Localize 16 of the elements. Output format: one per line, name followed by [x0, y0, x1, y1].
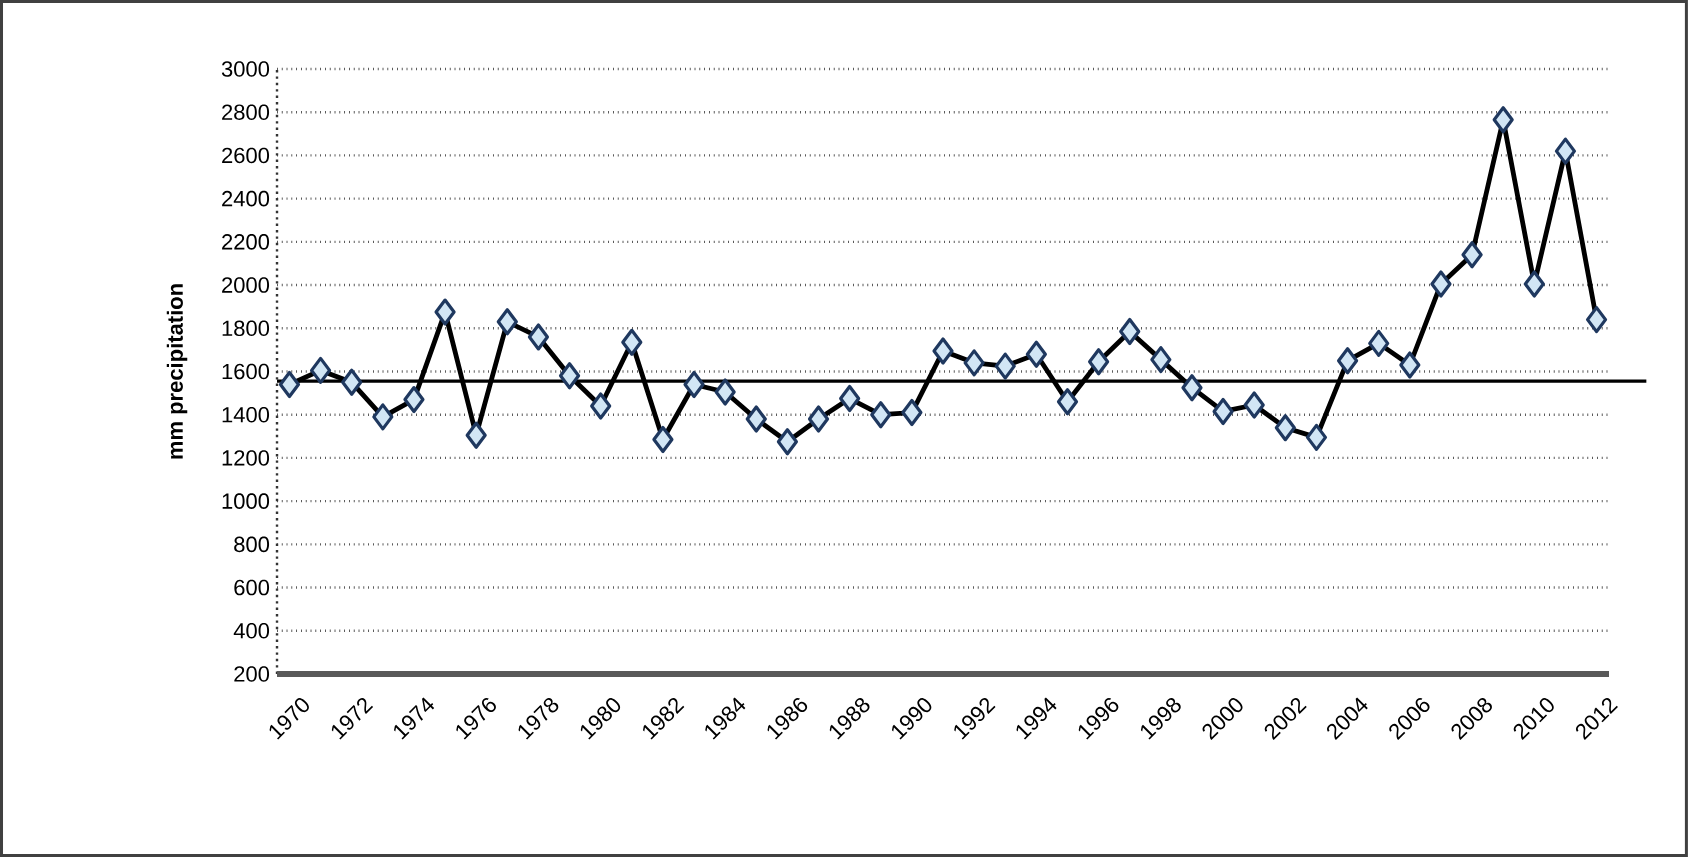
- y-tick-label: 2400: [222, 190, 270, 207]
- y-tick-label: 1800: [222, 320, 270, 337]
- y-tick-label: 800: [234, 536, 270, 553]
- y-tick-label: 400: [233, 623, 270, 639]
- y-tick-label: 600: [234, 579, 270, 596]
- y-tick-label: 1600: [222, 363, 270, 380]
- y-tick-label: 1200: [222, 450, 270, 466]
- y-tick-label: 2000: [222, 277, 270, 293]
- y-tick-label: 2600: [222, 147, 270, 164]
- y-tick-label: 2800: [222, 104, 270, 120]
- y-tick-label: 1000: [222, 493, 270, 509]
- y-tick-label: 2200: [222, 234, 270, 250]
- y-tick-label: 3000: [221, 61, 270, 77]
- y-tick-label: 1400: [222, 406, 270, 423]
- y-tick-label: 200: [234, 666, 270, 682]
- y-axis-title: mm precipitation: [166, 284, 188, 459]
